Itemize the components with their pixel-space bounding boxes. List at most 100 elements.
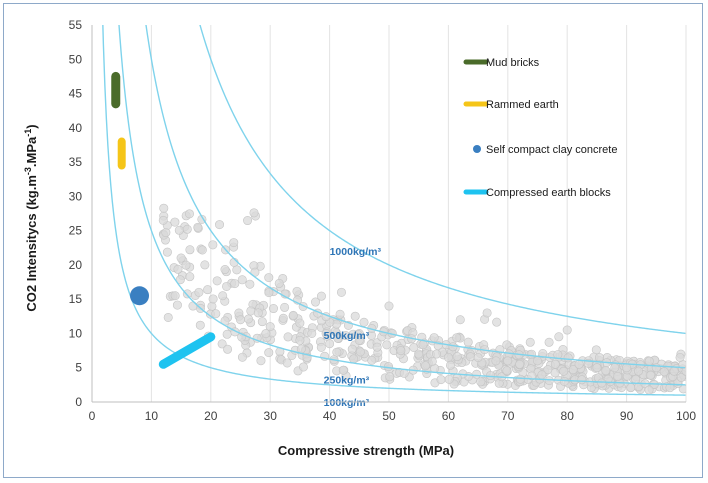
tick-labels: 0 10 20 30 40 50 60 70 80 90 100 0 5 10 15 20 25 30 35 40 45… — [69, 18, 697, 423]
cloud-point — [207, 301, 217, 311]
cloud-point — [646, 370, 656, 380]
mark-self-compact-clay-concrete — [130, 286, 150, 306]
legend-swatch-self-compact-clay-concrete — [473, 145, 481, 153]
cloud-point — [349, 354, 359, 364]
cloud-point — [211, 309, 221, 319]
density-curve-labels: 1000kg/m³ 500kg/m³ 250kg/m³ 100kg/m³ — [324, 246, 382, 409]
cloud-point — [448, 342, 458, 352]
y-tick-label: 20 — [69, 258, 83, 272]
cloud-point — [550, 368, 560, 378]
cloud-point — [675, 352, 685, 362]
cloud-point — [212, 276, 222, 286]
cloud-point — [452, 352, 462, 362]
cloud-point — [283, 332, 293, 342]
x-tick-label: 30 — [264, 409, 278, 423]
y-tick-label: 15 — [69, 292, 83, 306]
cloud-point — [307, 328, 317, 338]
cloud-point — [473, 352, 483, 362]
cloud-point — [537, 370, 547, 380]
cloud-point — [550, 359, 560, 369]
cloud-point — [476, 377, 486, 387]
cloud-point — [559, 376, 569, 386]
cloud-point — [173, 264, 183, 274]
cloud-point — [492, 317, 502, 327]
cloud-point — [208, 294, 218, 304]
cloud-point — [385, 372, 395, 382]
cloud-point — [229, 238, 239, 248]
cloud-point — [563, 353, 573, 363]
cloud-point — [452, 333, 462, 343]
legend-label-compressed-earth-blocks: Compressed earth blocks — [486, 187, 611, 199]
cloud-point — [626, 383, 636, 393]
density-curve-label: 250kg/m³ — [324, 374, 370, 386]
cloud-point — [676, 372, 686, 382]
cloud-point — [651, 363, 661, 373]
cloud-point — [220, 265, 230, 275]
density-curve — [199, 25, 686, 335]
cloud-point — [200, 260, 210, 270]
cloud-point — [554, 332, 564, 342]
cloud-point — [295, 335, 305, 345]
cloud-point — [347, 344, 357, 354]
cloud-point — [350, 311, 360, 321]
cloud-point — [217, 339, 227, 349]
cloud-point — [503, 356, 513, 366]
cloud-point — [159, 203, 169, 213]
legend-label-rammed-earth: Rammed earth — [486, 99, 559, 111]
x-tick-label: 90 — [620, 409, 634, 423]
cloud-point — [355, 347, 365, 357]
cloud-point — [264, 348, 274, 358]
cloud-point — [265, 322, 275, 332]
cloud-point — [264, 273, 274, 283]
y-tick-label: 10 — [69, 326, 83, 340]
cloud-point — [463, 337, 473, 347]
cloud-point — [559, 366, 569, 376]
cloud-point — [482, 308, 492, 318]
cloud-point — [274, 278, 284, 288]
cloud-point — [382, 340, 392, 350]
cloud-point — [372, 342, 382, 352]
cloud-point — [170, 217, 180, 227]
y-axis-title: CO2 Intensitycs (kg.m-3.MPa-1) — [23, 124, 39, 311]
scatter-cloud — [158, 203, 686, 395]
cloud-point — [264, 288, 274, 298]
cloud-point — [338, 365, 348, 375]
x-tick-label: 40 — [323, 409, 337, 423]
cloud-point — [681, 366, 686, 376]
cloud-point — [236, 315, 246, 325]
y-tick-label: 50 — [69, 52, 83, 66]
x-tick-label: 100 — [676, 409, 696, 423]
cloud-point — [184, 209, 194, 219]
cloud-point — [436, 375, 446, 385]
cloud-point — [568, 365, 578, 375]
cloud-point — [174, 225, 184, 235]
cloud-point — [172, 300, 182, 310]
x-tick-label: 50 — [382, 409, 396, 423]
cloud-point — [420, 361, 430, 371]
cloud-point — [367, 355, 377, 365]
cloud-point — [633, 366, 643, 376]
cloud-point — [592, 363, 602, 373]
cloud-point — [669, 366, 679, 376]
y-tick-label: 0 — [75, 395, 82, 409]
cloud-point — [193, 222, 203, 232]
cloud-point — [232, 265, 242, 275]
cloud-point — [230, 279, 240, 289]
cloud-point — [359, 317, 369, 327]
cloud-point — [644, 356, 654, 366]
cloud-point — [465, 352, 475, 362]
cloud-point — [486, 371, 496, 381]
cloud-point — [243, 314, 253, 324]
cloud-point — [261, 329, 271, 339]
y-tick-label: 5 — [75, 361, 82, 375]
y-tick-label: 55 — [69, 18, 83, 32]
cloud-point — [335, 309, 345, 319]
cloud-point — [644, 385, 654, 395]
cloud-point — [243, 216, 253, 226]
cloud-point — [384, 362, 394, 372]
cloud-point — [444, 374, 454, 384]
cloud-point — [237, 352, 247, 362]
cloud-point — [445, 360, 455, 370]
cloud-point — [597, 378, 607, 388]
